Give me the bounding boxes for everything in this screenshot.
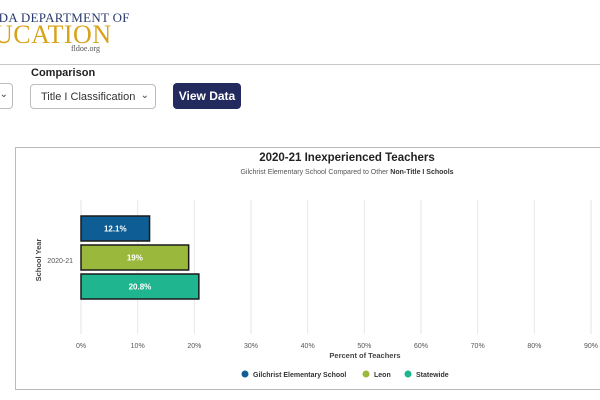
bar-data-label: 12.1% (104, 225, 127, 234)
chevron-down-icon: ⌄ (0, 89, 8, 100)
x-tick-label: 80% (527, 343, 541, 350)
legend-marker (362, 370, 370, 378)
x-tick-label: 60% (414, 343, 428, 350)
legend-marker (404, 370, 412, 378)
x-tick-label: 30% (244, 343, 258, 350)
bar-gilchrist-elementary-school (80, 215, 151, 242)
legend-marker (241, 370, 249, 378)
x-tick-label: 70% (471, 343, 485, 350)
x-axis-title: Percent of Teachers (329, 351, 400, 360)
logo-line-1: IDA DEPARTMENT OF (0, 10, 130, 25)
chart-subtitle-prefix: Gilchrist Elementary School Compared to … (240, 169, 389, 176)
logo-line-2: UCATION (0, 20, 112, 49)
bar-leon (80, 244, 190, 271)
legend-label: Statewide (416, 372, 449, 379)
y-category-label: 2020-21 (47, 258, 73, 265)
legend-label: Leon (374, 372, 391, 379)
bar-data-label: 20.8% (129, 283, 152, 292)
comparison-selected-value: Title I Classification (41, 91, 136, 103)
comparison-select[interactable]: Title I Classification ⌄ (30, 84, 156, 109)
x-tick-label: 20% (187, 343, 201, 350)
chart-subtitle-bold: Non-Title I Schools (390, 169, 454, 176)
view-data-button[interactable]: View Data (173, 83, 241, 109)
x-tick-label: 40% (301, 343, 315, 350)
chevron-down-icon: ⌄ (140, 90, 149, 101)
x-tick-label: 0% (76, 343, 86, 350)
fldoe-logo[interactable]: IDA DEPARTMENT OF UCATION fldoe.org (0, 6, 129, 53)
legend-label: Gilchrist Elementary School (253, 372, 346, 379)
x-tick-label: 10% (131, 343, 145, 350)
y-axis-title: School Year (34, 239, 43, 282)
comparison-label: Comparison (31, 67, 96, 79)
previous-select-dropdown[interactable]: ⌄ (0, 83, 13, 109)
bar-statewide (80, 273, 200, 300)
chart-subtitle: Gilchrist Elementary School Compared to … (0, 169, 600, 176)
header-divider (0, 64, 600, 65)
x-tick-label: 50% (357, 343, 371, 350)
chart-title: 2020-21 Inexperienced Teachers (259, 152, 435, 164)
logo-url: fldoe.org (71, 44, 100, 53)
bar-data-label: 19% (127, 254, 143, 263)
x-tick-label: 90% (584, 343, 598, 350)
